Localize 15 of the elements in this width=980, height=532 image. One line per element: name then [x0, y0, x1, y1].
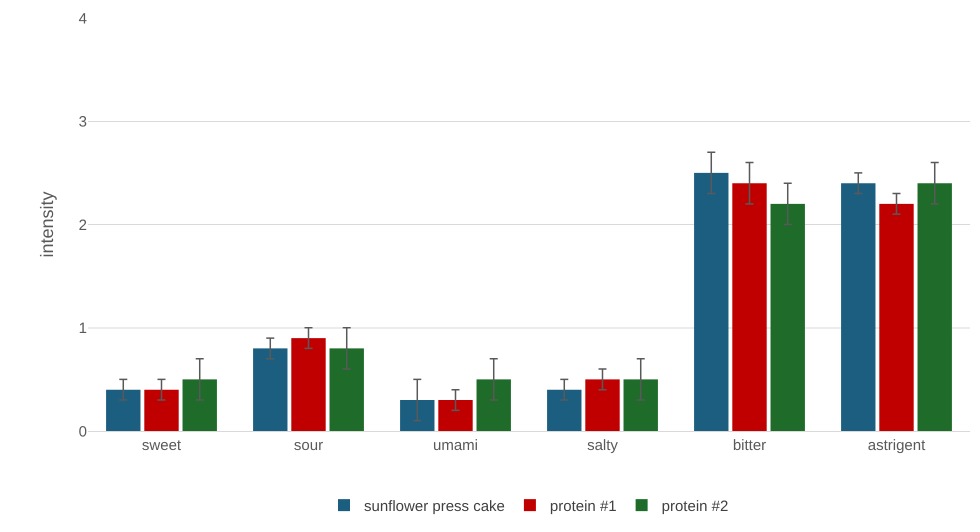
y-tick-label: 3: [78, 114, 87, 130]
x-tick-label: umami: [432, 437, 478, 454]
x-tick-label: astrigent: [868, 437, 926, 454]
x-tick-label: sweet: [142, 437, 182, 454]
y-tick-label: 1: [78, 320, 87, 337]
y-tick-label: 4: [78, 10, 87, 28]
legend-label: protein #2: [662, 498, 728, 515]
x-tick-label: bitter: [732, 437, 766, 454]
y-axis-title: intensity: [36, 191, 57, 258]
x-tick-label: salty: [587, 437, 618, 454]
legend-label: protein #1: [550, 498, 617, 515]
y-tick-label: 2: [78, 216, 87, 234]
y-tick-label: 0: [78, 423, 87, 440]
x-tick-label: sour: [294, 437, 324, 454]
legend-label: sunflower press cake: [364, 498, 505, 515]
